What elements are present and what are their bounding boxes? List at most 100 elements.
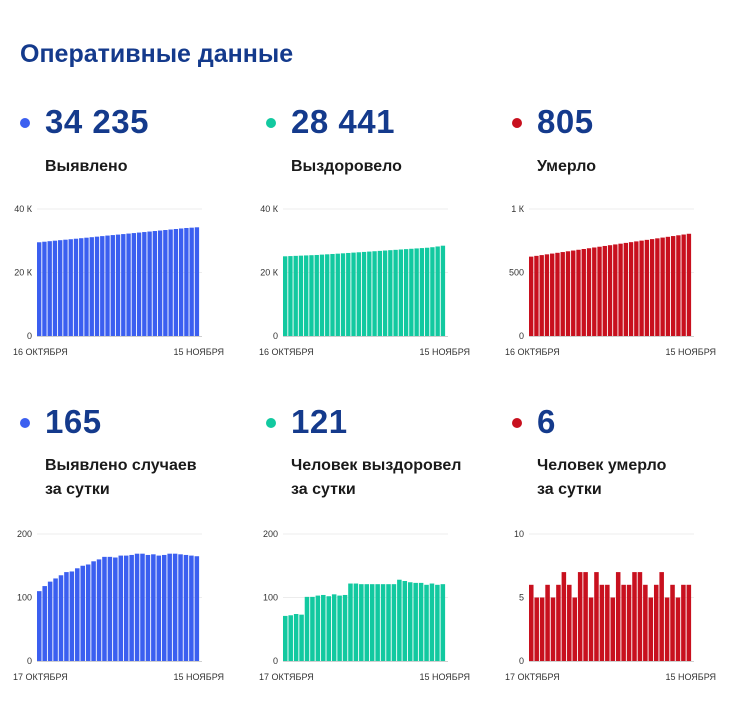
bar	[430, 247, 435, 336]
bar	[53, 578, 58, 661]
bar	[398, 249, 404, 336]
bar	[163, 230, 168, 336]
stat-value: 165	[45, 403, 102, 440]
bar	[644, 239, 650, 336]
y-tick-label: 0	[273, 331, 278, 341]
bar	[664, 597, 670, 661]
y-tick-label: 200	[17, 529, 32, 539]
bar	[304, 596, 310, 661]
bar	[686, 233, 692, 336]
bar	[571, 250, 576, 336]
bar	[167, 553, 172, 661]
bar	[288, 615, 293, 661]
bar	[440, 584, 446, 661]
stat-label-line: за сутки	[537, 481, 602, 498]
bar	[681, 584, 686, 661]
x-tick-label: 16 ОКТЯБРЯ	[13, 347, 68, 357]
bar	[567, 584, 572, 661]
bar	[594, 572, 599, 661]
stat-label-line: за сутки	[45, 481, 110, 498]
bar	[424, 247, 430, 336]
bar	[592, 247, 597, 336]
bar	[659, 572, 664, 661]
bar	[315, 595, 321, 661]
bar	[325, 254, 330, 336]
bar	[353, 583, 359, 661]
stat-value: 121	[291, 403, 348, 440]
y-tick-label: 5	[519, 593, 524, 603]
status-dot	[266, 118, 276, 128]
stat-label: Человек умерло за сутки	[537, 454, 666, 502]
bar	[550, 253, 555, 336]
bar	[377, 250, 383, 336]
bar	[52, 240, 58, 336]
bar	[576, 249, 581, 336]
bar	[299, 614, 304, 661]
bar	[64, 572, 69, 661]
bar	[660, 237, 665, 336]
bar	[435, 584, 440, 661]
bar	[283, 256, 288, 336]
status-dot	[512, 418, 522, 428]
y-tick-label: 100	[17, 593, 32, 603]
bar-chart: 0 20 К 40 К 16 ОКТЯБРЯ 15 НОЯБРЯ	[13, 204, 224, 357]
x-tick-label: 17 ОКТЯБРЯ	[13, 672, 68, 682]
bar	[94, 236, 100, 336]
bar	[47, 241, 52, 336]
x-tick-label: 15 НОЯБРЯ	[665, 672, 716, 682]
panel-died: 805 Умерло 0 500 1 К 16 ОКТЯБРЯ 15 НОЯБРЯ	[505, 103, 740, 403]
x-tick-label: 16 ОКТЯБРЯ	[259, 347, 314, 357]
bar-chart: 0 5 10 17 ОКТЯБРЯ 15 НОЯБРЯ	[505, 529, 716, 682]
y-tick-label: 40 К	[14, 204, 33, 214]
bar	[178, 554, 183, 661]
y-tick-label: 20 К	[260, 268, 279, 278]
stat-label: Умерло	[537, 155, 596, 179]
bar	[356, 252, 361, 336]
bar	[607, 245, 613, 336]
bar	[610, 597, 616, 661]
bar	[632, 572, 637, 661]
bar	[309, 255, 314, 336]
y-tick-label: 0	[519, 331, 524, 341]
bar	[626, 584, 632, 661]
stat-label-line: Человек умерло	[537, 457, 667, 474]
bar	[539, 255, 544, 336]
bar	[161, 554, 167, 661]
bar	[556, 584, 561, 661]
page-title: Оперативные данные	[20, 40, 294, 68]
stat-label-line: Человек выздоровел	[291, 457, 462, 474]
panel-died-daily: 6 Человек умерло за сутки 0 5 10 17 ОКТЯБРЯ…	[505, 403, 740, 703]
bar	[335, 253, 340, 336]
bar	[47, 581, 53, 662]
bar	[388, 250, 393, 336]
x-tick-label: 15 НОЯБРЯ	[173, 672, 224, 682]
bar	[96, 559, 102, 661]
x-tick-label: 17 ОКТЯБРЯ	[259, 672, 314, 682]
bar	[440, 245, 446, 336]
status-dot	[266, 418, 276, 428]
bar	[545, 584, 550, 661]
bar	[599, 584, 605, 661]
bar	[602, 245, 607, 336]
bar	[131, 233, 137, 336]
bar	[156, 555, 162, 661]
bar	[555, 252, 560, 336]
x-tick-label: 15 НОЯБРЯ	[419, 347, 470, 357]
bar	[414, 248, 419, 336]
bar	[675, 597, 681, 661]
bar	[529, 584, 534, 661]
bar	[113, 557, 118, 661]
bar	[653, 584, 659, 661]
bar	[670, 236, 676, 336]
stat-label-line: Выздоровело	[291, 158, 402, 175]
bar	[665, 236, 671, 336]
stat-label-line: Умерло	[537, 158, 596, 175]
stat-value: 6	[537, 403, 556, 440]
bar	[73, 238, 79, 336]
bar	[321, 594, 326, 661]
bar	[121, 234, 126, 336]
bar	[681, 234, 686, 336]
stat-value: 805	[537, 103, 594, 140]
bar	[572, 597, 577, 661]
bar	[194, 227, 200, 336]
